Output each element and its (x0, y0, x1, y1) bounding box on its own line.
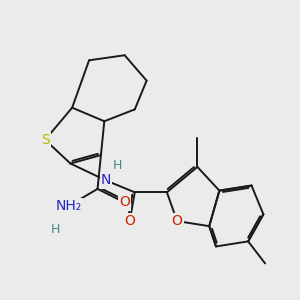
Text: S: S (41, 133, 50, 147)
Text: H: H (50, 223, 60, 236)
Text: N: N (101, 173, 111, 188)
Text: O: O (124, 214, 135, 228)
Text: NH₂: NH₂ (56, 199, 82, 213)
Text: H: H (113, 159, 122, 172)
Text: O: O (119, 196, 130, 209)
Text: O: O (172, 214, 182, 228)
